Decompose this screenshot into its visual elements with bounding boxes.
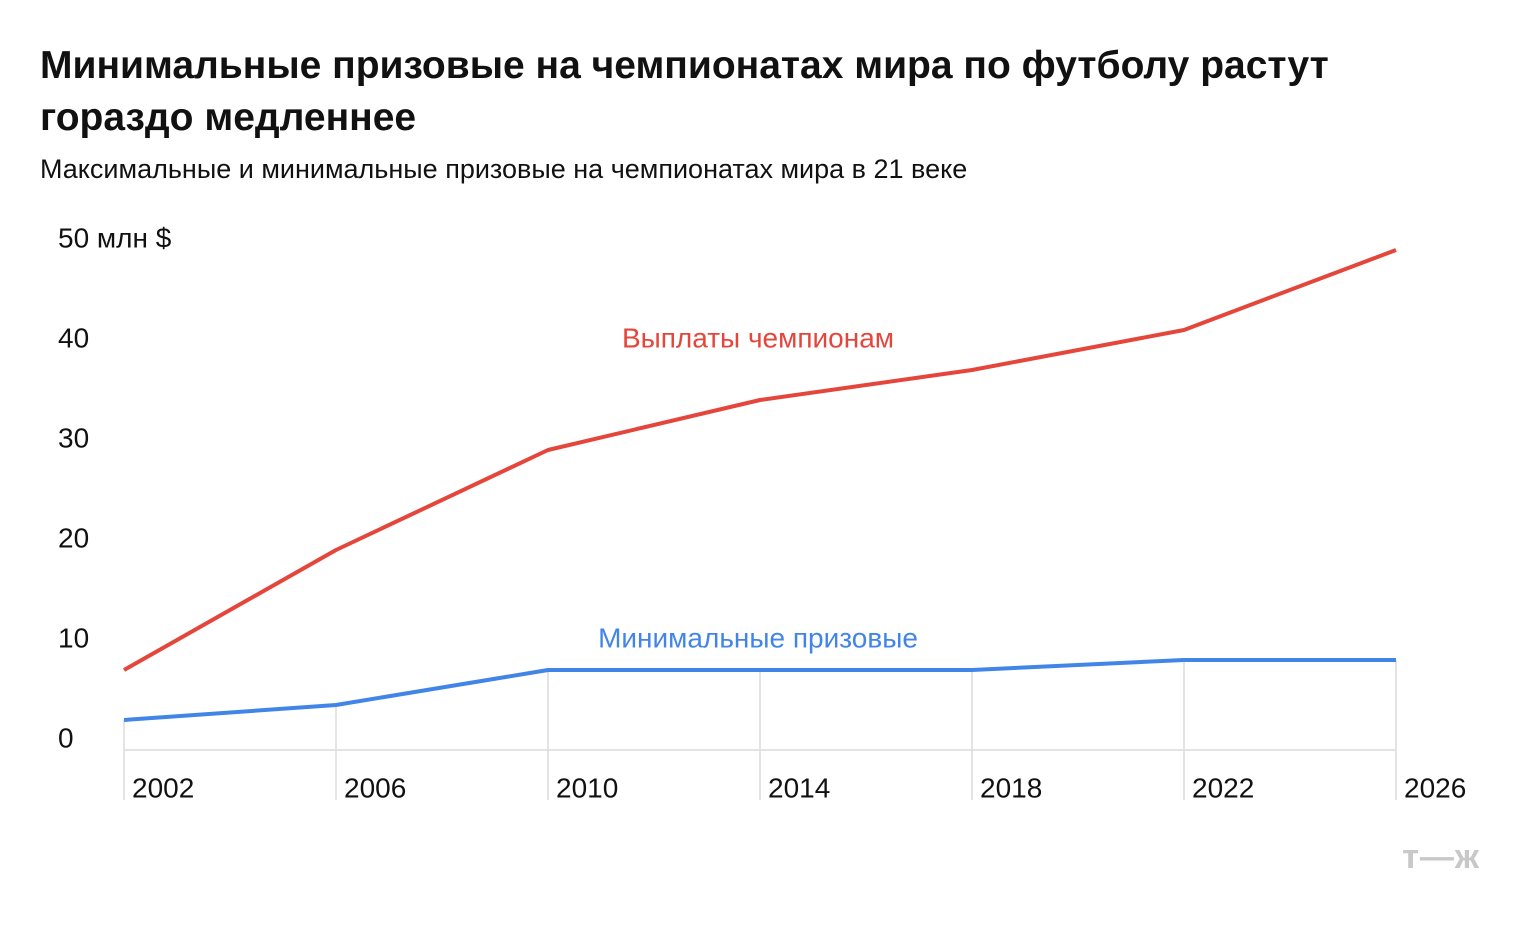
y-tick-label: 40 [58,322,89,353]
y-tick-label: 0 [58,722,74,753]
x-tick-label: 2018 [980,772,1042,803]
x-tick-label: 2002 [132,772,194,803]
series-label: Минимальные призовые [598,622,918,653]
series-line [123,658,1396,722]
x-tick-label: 2022 [1192,772,1254,803]
x-tick-label: 2014 [768,772,830,803]
series-line [123,248,1397,672]
chart-title: Минимальные призовые на чемпионатах мира… [40,44,1329,139]
x-tick-label: 2026 [1404,772,1466,803]
y-tick-label: 50 млн $ [58,222,172,253]
x-tick-label: 2006 [344,772,406,803]
x-tick-label: 2010 [556,772,618,803]
series-label: Выплаты чемпионам [622,322,894,353]
logo: т—ж [1402,838,1480,876]
y-tick-label: 30 [58,422,89,453]
y-tick-label: 20 [58,522,89,553]
y-tick-label: 10 [58,622,89,653]
chart-subtitle: Максимальные и минимальные призовые на ч… [40,154,968,184]
